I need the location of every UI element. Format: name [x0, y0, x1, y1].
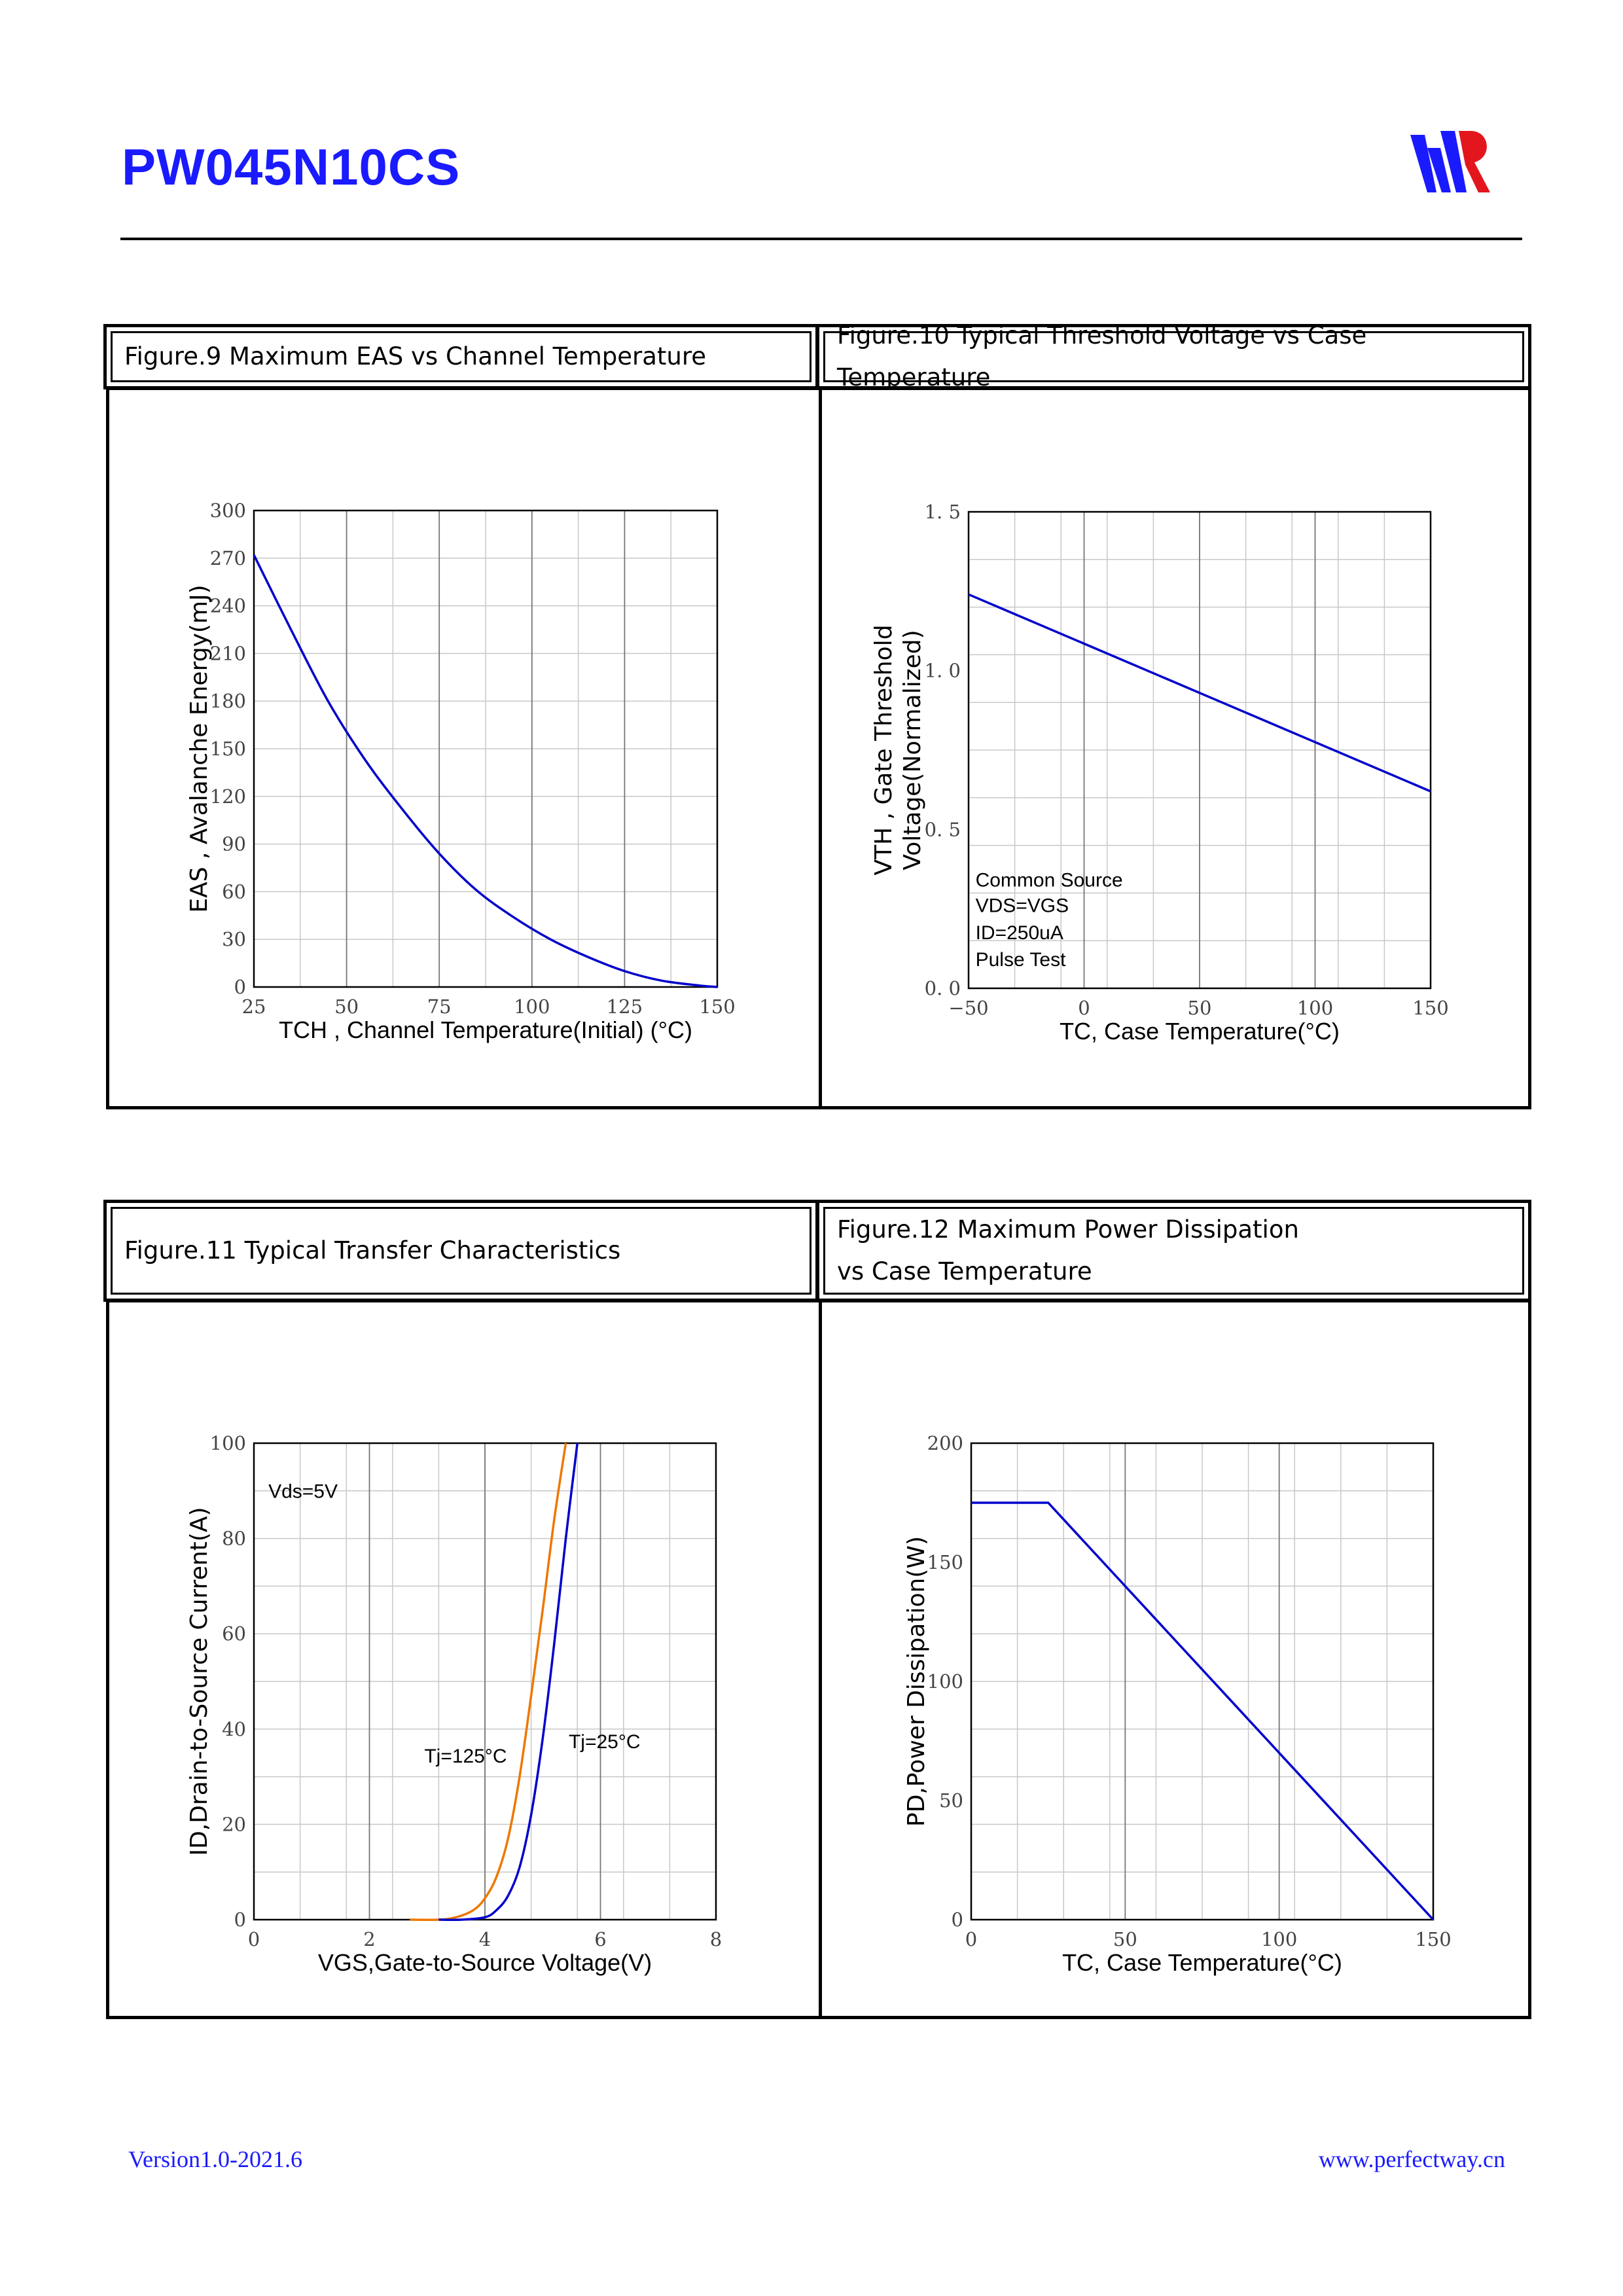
fig11-series-line	[438, 1443, 579, 1922]
fig10-annotation: Pulse Test	[976, 949, 1067, 971]
fig9-ytick-label: 210	[210, 642, 246, 664]
footer-website[interactable]: www.perfectway.cn	[1318, 2146, 1505, 2172]
fig10-annotation: Common Source	[976, 870, 1123, 891]
fig9-chart: 25 50 75 100 125 150 0 30 60 90 120 150 180 210 240 270…	[186, 499, 736, 1043]
fig11-ytick-label: 100	[210, 1432, 246, 1454]
fig12-chart: 0 50 100 150 0 50 100 150 200 TC, Case Temperatur…	[903, 1432, 1452, 1976]
fig9-ytick-label: 30	[222, 928, 246, 950]
page-title: PW045N10CS	[122, 138, 461, 196]
fig9-ytick-label: 150	[210, 738, 246, 760]
brand-logo	[1410, 131, 1490, 192]
fig9-ytick-label: 90	[222, 833, 246, 855]
fig9-ytick-label: 60	[222, 880, 246, 903]
fig11-caption-box: Figure.11 Typical Transfer Characteristi…	[103, 1200, 819, 1302]
fig11-xtick-label: 0	[248, 1928, 260, 1950]
footer-version: Version1.0-2021.6	[128, 2146, 302, 2172]
fig10-caption: Figure.10 Typical Threshold Voltage vs C…	[837, 321, 1367, 391]
fig10-xtick-label: 50	[1188, 997, 1212, 1019]
fig11-caption: Figure.11 Typical Transfer Characteristi…	[124, 1236, 621, 1265]
fig10-xtick-label: −50	[948, 997, 988, 1019]
fig11-xtick-label: 4	[479, 1928, 491, 1950]
fig9-panel	[106, 387, 822, 1109]
header-divider	[120, 238, 1522, 240]
fig12-ytick-label: 200	[927, 1432, 963, 1454]
fig9-ytick-label: 270	[210, 547, 246, 569]
fig11-ytick-label: 80	[222, 1528, 246, 1550]
fig9-ytick-label: 0	[234, 976, 246, 998]
fig9-xtick-label: 50	[334, 996, 359, 1018]
fig10-xlabel: TC, Case Temperature(°C)	[1060, 1018, 1340, 1045]
fig11-annotation: Tj=125°C	[424, 1746, 507, 1767]
fig12-ytick-label: 50	[939, 1789, 963, 1812]
fig12-ytick-label: 150	[927, 1551, 963, 1573]
fig9-plot-frame	[253, 509, 719, 988]
fig10-ylabel-line: Voltage(Normalized)	[899, 630, 926, 870]
fig9-ytick-label: 120	[210, 785, 246, 808]
fig11-xtick-label: 2	[363, 1928, 375, 1950]
fig10-xtick-label: 150	[1412, 997, 1448, 1019]
fig12-plot-frame	[970, 1442, 1435, 1921]
fig11-annotation: Tj=25°C	[569, 1731, 641, 1753]
fig12-ylabel: PD,Power Dissipation(W)	[903, 1536, 930, 1827]
fig9-caption-box: Figure.9 Maximum EAS vs Channel Temperat…	[103, 324, 819, 389]
fig10-annotation: ID=250uA	[976, 922, 1063, 944]
fig12-caption-line2: vs Case Temperature	[837, 1257, 1092, 1285]
fig12-xlabel: TC, Case Temperature(°C)	[1062, 1949, 1342, 1976]
fig12-series-line	[971, 1501, 1435, 1921]
fig11-panel	[106, 1299, 822, 2019]
fig10-ytick-label: 1. 0	[925, 660, 961, 682]
fig12-xtick-label: 50	[1113, 1928, 1137, 1950]
fig10-xtick-label: 100	[1297, 997, 1333, 1019]
fig12-xtick-label: 0	[965, 1928, 977, 1950]
fig9-caption: Figure.9 Maximum EAS vs Channel Temperat…	[124, 342, 707, 370]
fig10-caption-box: Figure.10 Typical Threshold Voltage vs C…	[816, 321, 1531, 391]
fig12-caption-line1: Figure.12 Maximum Power Dissipation	[837, 1215, 1299, 1244]
fig10-ytick-label: 0. 5	[925, 818, 961, 840]
fig11-ylabel: ID,Drain-to-Source Current(A)	[186, 1507, 213, 1856]
fig11-plot-frame	[253, 1442, 717, 1921]
fig10-xtick-label: 0	[1078, 997, 1090, 1019]
fig12-xtick-label: 150	[1415, 1928, 1451, 1950]
fig9-xtick-label: 100	[514, 996, 550, 1018]
fig11-ytick-label: 60	[222, 1623, 246, 1645]
fig12-panel	[819, 1299, 1531, 2019]
fig11-series-line	[410, 1443, 567, 1922]
fig10-plot-frame	[967, 511, 1432, 990]
fig10-ytick-label: 0. 0	[925, 977, 961, 999]
fig9-xtick-label: 125	[607, 996, 643, 1018]
fig9-xtick-label: 75	[427, 996, 452, 1018]
fig9-ytick-label: 300	[210, 499, 246, 522]
fig11-xlabel: VGS,Gate-to-Source Voltage(V)	[318, 1949, 652, 1976]
fig11-ytick-label: 0	[234, 1909, 246, 1931]
fig10-chart: −50 0 50 100 150 0. 0 0. 5 1. 0 1. 5 TC, Case Tem…	[870, 501, 1449, 1045]
fig12-xtick-label: 100	[1261, 1928, 1297, 1950]
fig9-ytick-label: 180	[210, 690, 246, 712]
fig9-series-line	[253, 554, 718, 988]
fig9-xtick-label: 150	[699, 996, 735, 1018]
fig11-xtick-label: 8	[710, 1928, 722, 1950]
fig10-ytick-label: 1. 5	[925, 501, 961, 523]
fig10-series-line	[968, 593, 1431, 793]
fig11-xtick-label: 6	[594, 1928, 606, 1950]
fig10-ylabel-line: VTH , Gate Threshold	[870, 624, 897, 875]
fig11-ytick-label: 20	[222, 1813, 246, 1835]
fig11-ytick-label: 40	[222, 1718, 246, 1740]
fig9-xtick-label: 25	[242, 996, 266, 1018]
fig9-ylabel: EAS , Avalanche Energy(mJ)	[186, 584, 213, 912]
fig9-xlabel: TCH , Channel Temperature(Initial) (°C)	[279, 1016, 692, 1043]
fig11-annotation: Vds=5V	[268, 1481, 338, 1503]
fig12-ytick-label: 100	[927, 1670, 963, 1693]
fig12-ytick-label: 0	[952, 1909, 963, 1931]
figure-row-2: Figure.11 Typical Transfer Characteristi…	[103, 1200, 1531, 2019]
fig12-caption-box: Figure.12 Maximum Power Dissipation vs C…	[816, 1200, 1531, 1302]
fig10-annotation: VDS=VGS	[976, 895, 1069, 917]
fig9-ytick-label: 240	[210, 595, 246, 617]
